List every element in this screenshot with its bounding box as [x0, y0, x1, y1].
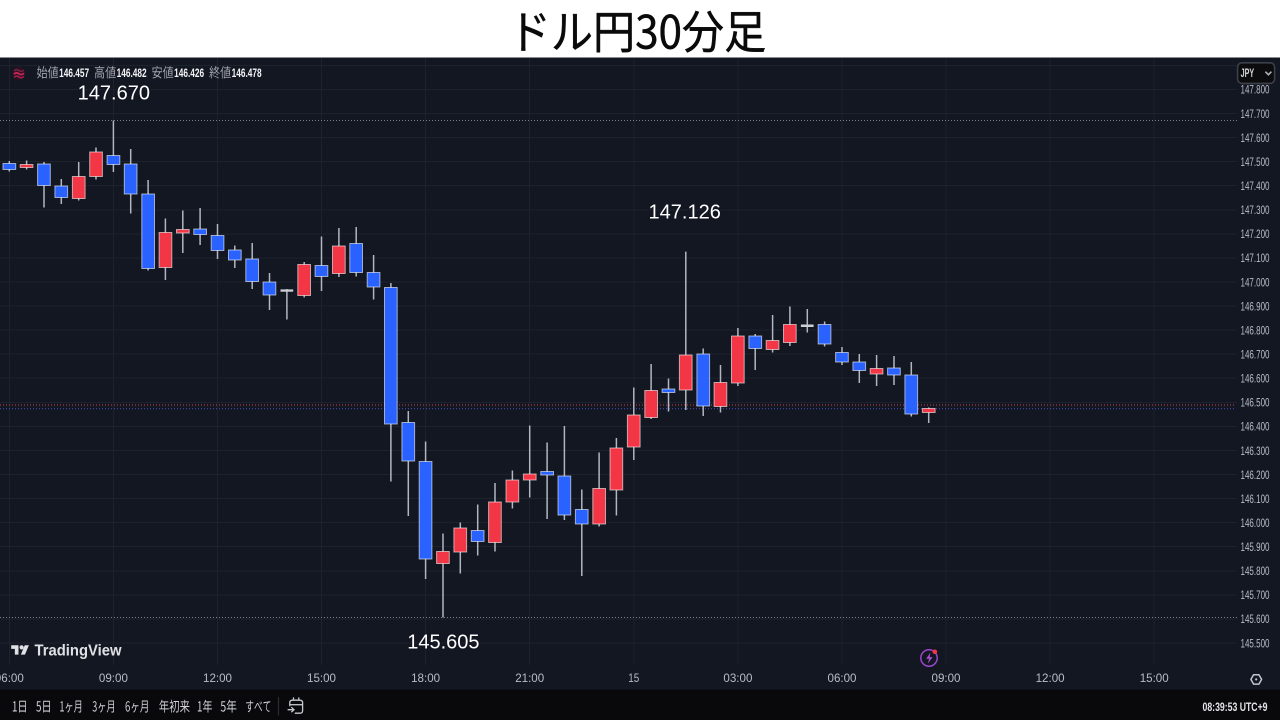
svg-text:147.400: 147.400	[1241, 179, 1270, 193]
svg-text:145.605: 145.605	[407, 632, 479, 654]
svg-text:147.126: 147.126	[649, 202, 721, 224]
svg-text:146.600: 146.600	[1241, 372, 1270, 386]
svg-text:146.100: 146.100	[1241, 492, 1270, 506]
svg-text:15: 15	[628, 671, 639, 685]
svg-text:06:00: 06:00	[0, 671, 24, 685]
svg-text:147.100: 147.100	[1241, 251, 1270, 265]
svg-text:147.670: 147.670	[78, 82, 150, 104]
svg-text:145.600: 145.600	[1241, 612, 1270, 626]
svg-text:147.800: 147.800	[1241, 83, 1270, 97]
svg-text:15:00: 15:00	[307, 671, 336, 685]
svg-text:145.900: 145.900	[1241, 540, 1270, 554]
svg-text:146.800: 146.800	[1241, 323, 1270, 337]
svg-text:146.900: 146.900	[1241, 299, 1270, 313]
svg-text:146.482: 146.482	[117, 68, 147, 80]
svg-text:12:00: 12:00	[203, 671, 232, 685]
svg-text:146.300: 146.300	[1241, 444, 1270, 458]
svg-text:09:00: 09:00	[932, 671, 961, 685]
svg-text:21:00: 21:00	[515, 671, 544, 685]
svg-text:06:00: 06:00	[828, 671, 857, 685]
svg-text:145.500: 145.500	[1241, 636, 1270, 650]
svg-text:147.200: 147.200	[1241, 227, 1270, 241]
svg-text:03:00: 03:00	[723, 671, 752, 685]
svg-text:146.457: 146.457	[59, 68, 89, 80]
svg-text:09:00: 09:00	[99, 671, 128, 685]
svg-text:146.426: 146.426	[174, 68, 204, 80]
svg-text:147.000: 147.000	[1241, 275, 1270, 289]
svg-text:08:39:53 UTC+9: 08:39:53 UTC+9	[1203, 700, 1268, 714]
svg-text:15:00: 15:00	[1140, 671, 1169, 685]
svg-text:146.400: 146.400	[1241, 420, 1270, 434]
svg-text:146.000: 146.000	[1241, 516, 1270, 530]
svg-text:147.500: 147.500	[1241, 155, 1270, 169]
svg-text:147.700: 147.700	[1241, 107, 1270, 121]
svg-text:145.700: 145.700	[1241, 588, 1270, 602]
svg-text:146.200: 146.200	[1241, 468, 1270, 482]
svg-text:18:00: 18:00	[411, 671, 440, 685]
svg-text:146.478: 146.478	[232, 68, 262, 80]
svg-text:TradingView: TradingView	[35, 643, 123, 660]
svg-text:147.600: 147.600	[1241, 131, 1270, 145]
svg-text:12:00: 12:00	[1036, 671, 1065, 685]
svg-text:147.300: 147.300	[1241, 203, 1270, 217]
svg-text:145.800: 145.800	[1241, 564, 1270, 578]
svg-text:146.500: 146.500	[1241, 396, 1270, 410]
svg-text:146.700: 146.700	[1241, 348, 1270, 362]
svg-text:JPY: JPY	[1241, 66, 1255, 80]
